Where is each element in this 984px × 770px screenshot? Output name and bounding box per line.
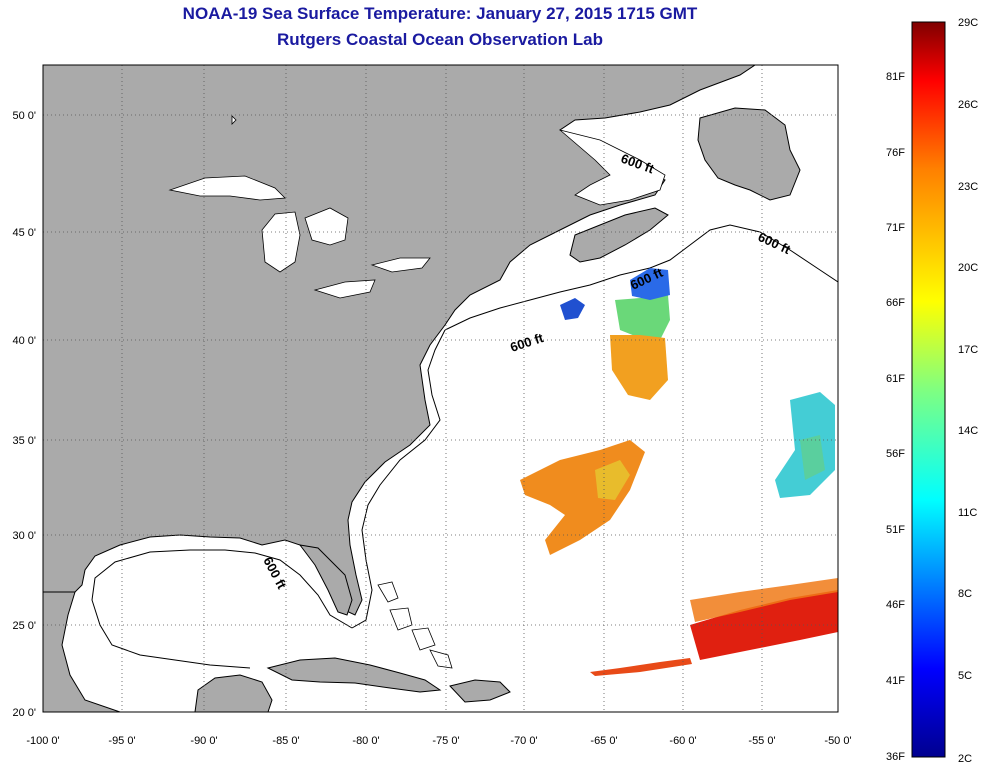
- colorbar-celsius-label: 23C: [958, 181, 978, 193]
- colorbar-celsius-label: 11C: [958, 507, 977, 519]
- colorbar-celsius-label: 8C: [958, 588, 972, 600]
- colorbar-celsius-labels: 29C 26C 23C 20C 17C 14C 11C 8C 5C 2C: [958, 17, 978, 765]
- colorbar-celsius-label: 29C: [958, 17, 978, 29]
- land-nova-scotia: [569, 207, 669, 263]
- lon-label: -90 0': [190, 735, 217, 747]
- lon-label: -80 0': [352, 735, 379, 747]
- colorbar-celsius-label: 2C: [958, 753, 972, 765]
- lon-label: -60 0': [669, 735, 696, 747]
- colorbar-fahrenheit-label: 61F: [886, 373, 905, 385]
- colorbar-fahrenheit-label: 51F: [886, 524, 905, 536]
- sst-patch-streak-south: [590, 658, 692, 676]
- land-florida: [298, 544, 353, 616]
- lat-label: 50 0': [12, 110, 36, 122]
- colorbar-fahrenheit-label: 71F: [886, 222, 905, 234]
- colorbar-celsius-label: 5C: [958, 670, 972, 682]
- land-hispaniola: [449, 679, 511, 703]
- lat-label: 40 0': [12, 335, 36, 347]
- colorbar-fahrenheit-label: 41F: [886, 675, 905, 687]
- gulf-st-lawrence: [559, 129, 666, 206]
- sst-patch-blue-lab: [560, 298, 585, 320]
- lat-label: 45 0': [12, 227, 36, 239]
- sst-patch-yellow-central: [595, 460, 630, 500]
- colorbar-celsius-label: 26C: [958, 99, 978, 111]
- colorbar-fahrenheit-label: 56F: [886, 448, 905, 460]
- graticule: [43, 65, 838, 712]
- lon-label: -70 0': [510, 735, 537, 747]
- colorbar-celsius-label: 20C: [958, 262, 978, 274]
- colorbar-fahrenheit-label: 36F: [886, 751, 905, 763]
- lon-label: -65 0': [590, 735, 617, 747]
- lat-label: 20 0': [12, 707, 36, 719]
- colorbar-fahrenheit-label: 66F: [886, 297, 905, 309]
- lon-label: -100 0': [26, 735, 59, 747]
- lon-label: -95 0': [108, 735, 135, 747]
- lon-label: -85 0': [272, 735, 299, 747]
- colorbar-fahrenheit-labels: 81F 76F 71F 66F 61F 56F 51F 46F 41F 36F: [886, 71, 905, 763]
- map-frame: [42, 64, 839, 713]
- land-newfoundland: [697, 107, 801, 201]
- lon-label: -50 0': [824, 735, 851, 747]
- map-title: NOAA-19 Sea Surface Temperature: January…: [182, 4, 698, 23]
- lon-label: -55 0': [748, 735, 775, 747]
- colorbar: [911, 21, 946, 758]
- colorbar-celsius-label: 17C: [958, 344, 978, 356]
- map-subtitle: Rutgers Coastal Ocean Observation Lab: [277, 30, 603, 49]
- colorbar-fahrenheit-label: 81F: [886, 71, 905, 83]
- sst-patch-orange-north: [610, 335, 668, 400]
- great-lakes: [168, 115, 431, 299]
- sst-patch-green-east: [800, 435, 825, 480]
- lon-label: -75 0': [432, 735, 459, 747]
- lat-label: 25 0': [12, 620, 36, 632]
- isobath-600ft: [91, 224, 838, 669]
- sst-patch-orange-south: [690, 578, 838, 622]
- land-yucatan: [194, 674, 273, 712]
- latitude-labels: 50 0' 45 0' 40 0' 35 0' 30 0' 25 0' 20 0…: [12, 110, 36, 719]
- lat-label: 30 0': [12, 530, 36, 542]
- colorbar-fahrenheit-label: 46F: [886, 599, 905, 611]
- colorbar-fahrenheit-label: 76F: [886, 147, 905, 159]
- land-cuba: [266, 657, 442, 693]
- sst-patch-blue-north: [630, 268, 670, 300]
- sst-patch-gulf-stream-north: [615, 295, 670, 340]
- land-mexico: [43, 591, 121, 712]
- lat-label: 35 0': [12, 435, 36, 447]
- longitude-labels: -100 0' -95 0' -90 0' -85 0' -80 0' -75 …: [26, 735, 851, 747]
- colorbar-celsius-label: 14C: [958, 425, 978, 437]
